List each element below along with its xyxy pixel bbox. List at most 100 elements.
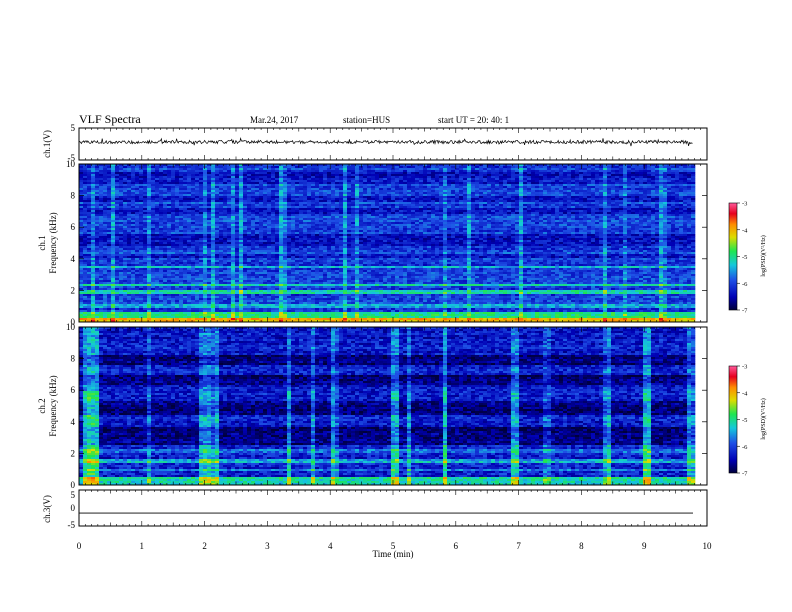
spectrogram-cell	[251, 256, 256, 259]
spectrogram-cell	[279, 278, 284, 281]
spectrogram-cell	[111, 190, 116, 193]
spectrogram-cell	[275, 172, 280, 175]
spectrogram-cell	[275, 206, 280, 209]
spectrogram-cell	[191, 316, 196, 319]
spectrogram-cell	[95, 176, 100, 179]
spectrogram-cell	[223, 206, 228, 209]
spectrogram-cell	[131, 204, 136, 207]
spectrogram-cell	[195, 188, 200, 191]
spectrogram-cell	[255, 242, 260, 245]
spectrogram-cell	[279, 174, 284, 177]
spectrogram-cell	[187, 214, 192, 217]
spectrogram-cell	[303, 236, 308, 239]
spectrogram-cell	[295, 248, 300, 251]
spectrogram-cell	[119, 258, 124, 261]
spectrogram-cell	[79, 168, 84, 171]
spectrogram-cell	[295, 234, 300, 237]
spectrogram-cell	[127, 246, 132, 249]
spectrogram-cell	[271, 280, 276, 283]
spectrogram-cell	[219, 240, 224, 243]
spectrogram-cell	[287, 216, 292, 219]
spectrogram-cell	[287, 214, 292, 217]
spectrogram-cell	[143, 284, 148, 287]
spectrogram-cell	[239, 224, 244, 227]
spectrogram-cell	[95, 202, 100, 205]
spectrogram-cell	[251, 214, 256, 217]
spectrogram-cell	[279, 272, 284, 275]
spectrogram-cell	[279, 314, 284, 317]
spectrogram-cell	[271, 174, 276, 177]
spectrogram-cell	[227, 258, 232, 261]
spectrogram-cell	[115, 308, 120, 311]
spectrogram-cell	[79, 308, 84, 311]
spectrogram-cell	[103, 284, 108, 287]
spectrogram-cell	[95, 274, 100, 277]
spectrogram-cell	[259, 218, 264, 221]
spectrogram-cell	[231, 252, 236, 255]
spectrogram-cell	[255, 262, 260, 265]
spectrogram-cell	[239, 172, 244, 175]
spectrogram-cell	[263, 234, 268, 237]
spectrogram-cell	[163, 206, 168, 209]
spectrogram-cell	[307, 302, 312, 305]
spectrogram-cell	[219, 204, 224, 207]
spectrogram-cell	[155, 184, 160, 187]
spectrogram-cell	[219, 234, 224, 237]
spectrogram-cell	[167, 212, 172, 215]
spectrogram-cell	[295, 238, 300, 241]
spectrogram-cell	[315, 252, 320, 255]
spectrogram-cell	[207, 274, 212, 277]
spectrogram-cell	[155, 238, 160, 241]
spectrogram-cell	[115, 272, 120, 275]
spectrogram-cell	[83, 210, 88, 213]
spectrogram-cell	[307, 180, 312, 183]
spectrogram-cell	[251, 252, 256, 255]
spectrogram-cell	[295, 172, 300, 175]
spectrogram-cell	[291, 172, 296, 175]
spectrogram-cell	[167, 300, 172, 303]
spectrogram-cell	[255, 204, 260, 207]
spectrogram-cell	[199, 242, 204, 245]
spectrogram-cell	[139, 272, 144, 275]
spectrogram-cell	[247, 238, 252, 241]
spectrogram-cell	[127, 212, 132, 215]
spectrogram-cell	[135, 168, 140, 171]
spectrogram-cell	[155, 284, 160, 287]
spectrogram-cell	[271, 206, 276, 209]
spectrogram-cell	[251, 302, 256, 305]
spectrogram-cell	[115, 282, 120, 285]
spectrogram-cell	[223, 298, 228, 301]
spectrogram-cell	[251, 168, 256, 171]
spectrogram-cell	[199, 182, 204, 185]
spectrogram-cell	[299, 164, 304, 167]
spectrogram-cell	[207, 316, 212, 319]
spectrogram-cell	[203, 294, 208, 297]
spectrogram-cell	[279, 188, 284, 191]
spectrogram-cell	[271, 298, 276, 301]
spectrogram-cell	[195, 262, 200, 265]
spectrogram-cell	[155, 296, 160, 299]
spectrogram-cell	[267, 174, 272, 177]
spectrogram-cell	[271, 178, 276, 181]
spectrogram-cell	[167, 262, 172, 265]
spectrogram-cell	[87, 174, 92, 177]
spectrogram-cell	[295, 280, 300, 283]
spectrogram-cell	[303, 244, 308, 247]
spectrogram-cell	[135, 250, 140, 253]
spectrogram-cell	[179, 170, 184, 173]
spectrogram-cell	[171, 296, 176, 299]
spectrogram-cell	[163, 316, 168, 319]
spectrogram-cell	[159, 306, 164, 309]
spectrogram-cell	[315, 284, 320, 287]
spectrogram-cell	[79, 200, 84, 203]
spectrogram-cell	[199, 274, 204, 277]
spectrogram-cell	[115, 176, 120, 179]
spectrogram-cell	[95, 194, 100, 197]
spectrogram-cell	[287, 278, 292, 281]
spectrogram-cell	[187, 292, 192, 295]
spectrogram-cell	[227, 222, 232, 225]
spectrogram-cell	[103, 208, 108, 211]
spectrogram-cell	[103, 272, 108, 275]
spectrogram-cell	[319, 206, 324, 209]
spectrogram-cell	[135, 166, 140, 169]
